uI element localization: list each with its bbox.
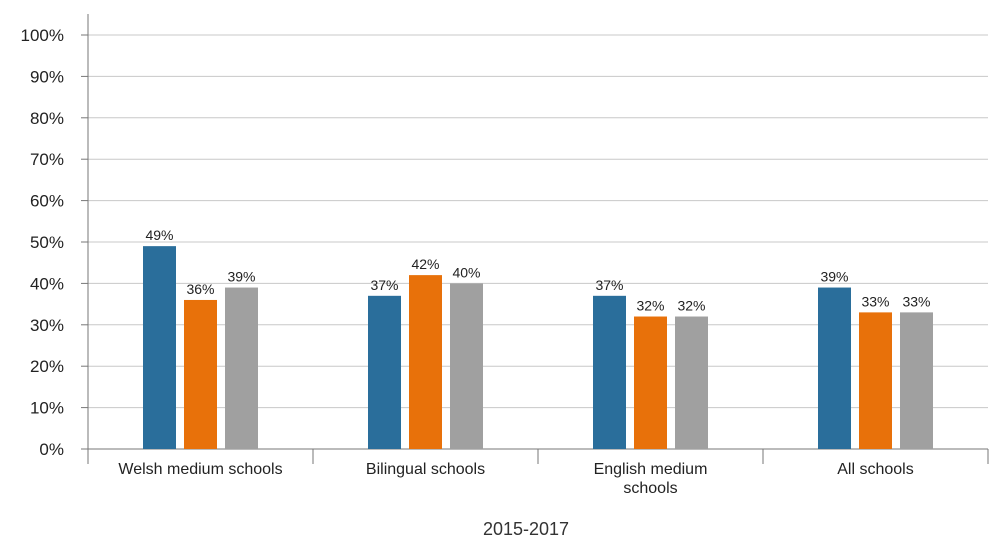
category-label-line: All schools bbox=[837, 461, 913, 478]
axes bbox=[87, 14, 989, 464]
bar bbox=[675, 316, 708, 449]
data-label: 32% bbox=[677, 298, 705, 314]
y-tick-label: 40% bbox=[30, 274, 64, 293]
y-axis-ticks: 0% 10% 20% 30% 40% 50% 60% 70% 80% 90% 100% bbox=[21, 26, 88, 459]
category-label: Bilingual schools bbox=[366, 461, 485, 478]
bar bbox=[818, 287, 851, 449]
category-label-line: schools bbox=[623, 480, 677, 497]
y-tick-label: 60% bbox=[30, 192, 64, 211]
data-label: 37% bbox=[370, 277, 398, 293]
y-tick-label: 70% bbox=[30, 150, 64, 169]
y-tick-label: 90% bbox=[30, 67, 64, 86]
y-tick-label: 0% bbox=[39, 440, 64, 459]
category-label-line: English medium bbox=[594, 461, 708, 478]
data-label: 39% bbox=[227, 269, 255, 285]
y-tick-label: 100% bbox=[21, 26, 64, 45]
data-label: 42% bbox=[411, 256, 439, 272]
gridlines bbox=[88, 34, 988, 409]
bar bbox=[634, 316, 667, 449]
y-tick-label: 80% bbox=[30, 109, 64, 128]
category-label-line: Bilingual schools bbox=[366, 461, 485, 478]
bars bbox=[143, 246, 933, 449]
y-tick-label: 10% bbox=[30, 399, 64, 418]
bar bbox=[593, 295, 626, 449]
category-label: English medium schools bbox=[594, 461, 708, 497]
x-axis-categories: Welsh medium schools Bilingual schools Eng… bbox=[118, 461, 913, 497]
bar bbox=[225, 287, 258, 449]
data-label: 33% bbox=[861, 293, 889, 309]
bar bbox=[900, 312, 933, 449]
y-tick-label: 50% bbox=[30, 233, 64, 252]
bar bbox=[368, 295, 401, 449]
x-axis-title: 2015-2017 bbox=[483, 519, 569, 539]
category-label-line: Welsh medium schools bbox=[118, 461, 282, 478]
bar bbox=[184, 299, 217, 449]
y-tick-label: 30% bbox=[30, 316, 64, 335]
bar bbox=[859, 312, 892, 449]
bar bbox=[143, 246, 176, 449]
category-label: All schools bbox=[837, 461, 913, 478]
data-label: 37% bbox=[595, 277, 623, 293]
data-label: 32% bbox=[636, 298, 664, 314]
bar bbox=[409, 275, 442, 449]
data-label: 49% bbox=[145, 227, 173, 243]
data-labels: 49% 36% 39% 37% 42% 40% 37% 32% 32% 39% 33% 33% bbox=[145, 227, 930, 313]
category-label: Welsh medium schools bbox=[118, 461, 282, 478]
data-label: 39% bbox=[820, 269, 848, 285]
data-label: 36% bbox=[186, 281, 214, 297]
y-tick-label: 20% bbox=[30, 357, 64, 376]
bar bbox=[450, 283, 483, 449]
data-label: 33% bbox=[902, 293, 930, 309]
data-label: 40% bbox=[452, 264, 480, 280]
